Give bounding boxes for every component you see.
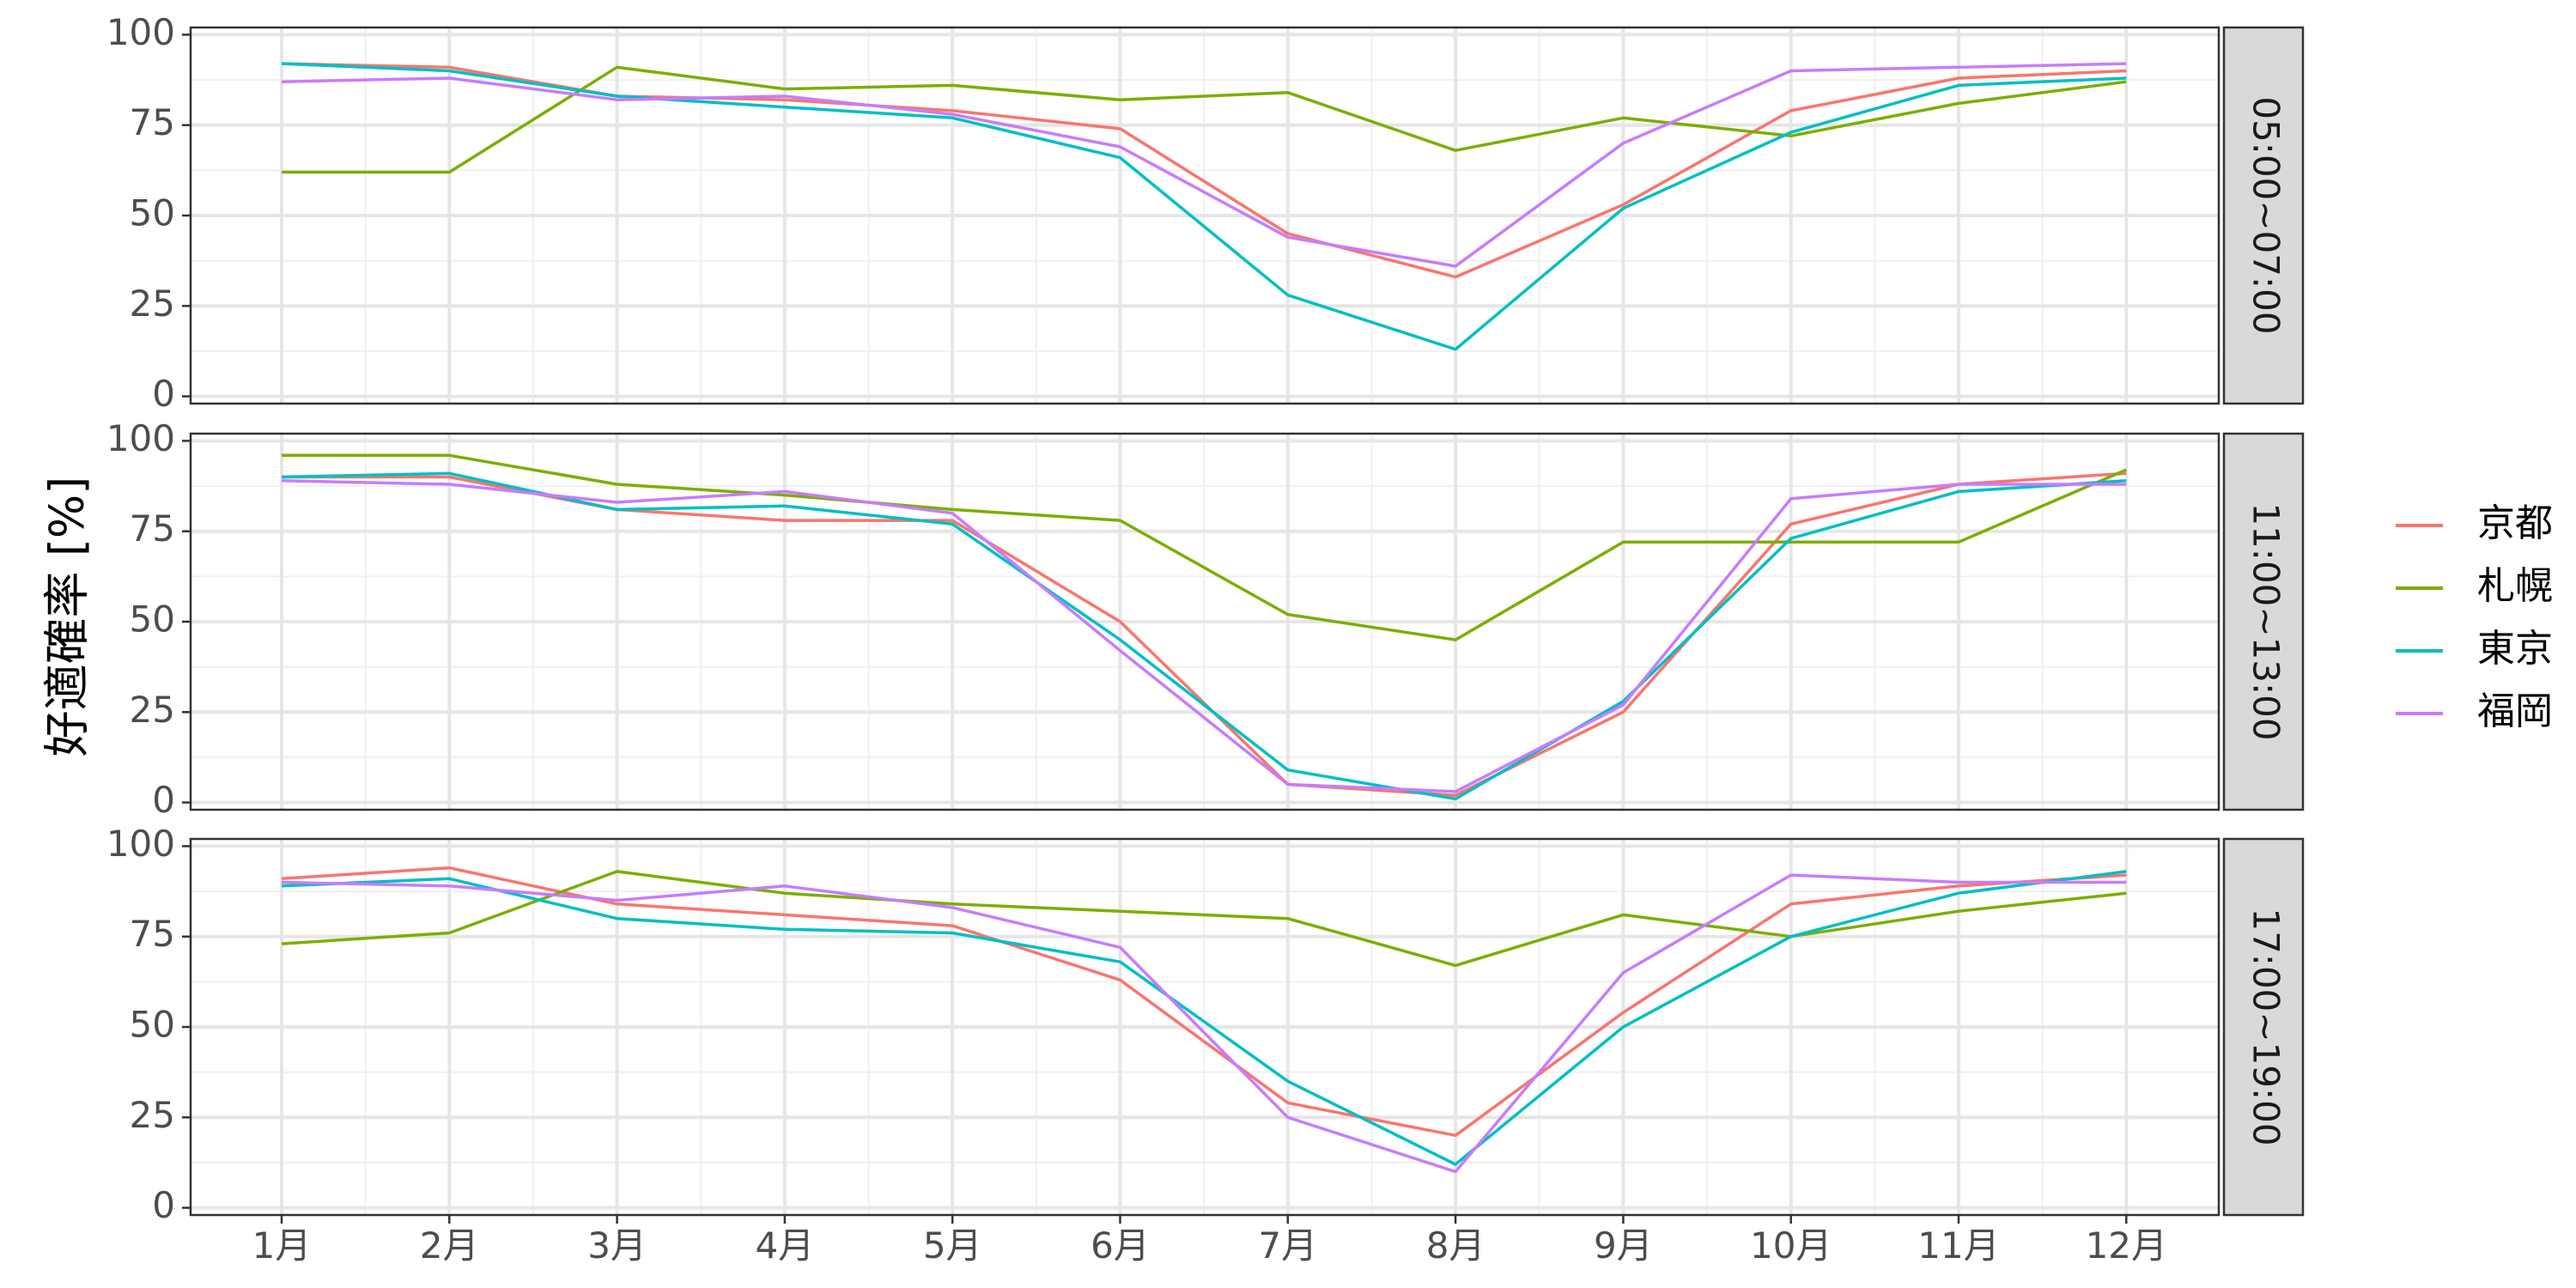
y-tick-label: 25	[130, 283, 175, 325]
series-line-福岡	[281, 62, 2127, 268]
y-tick-label: 0	[152, 1184, 175, 1226]
x-tick-label: 11月	[1917, 1224, 1999, 1267]
x-tick-label: 2月	[420, 1224, 479, 1267]
series-line-東京	[281, 471, 2127, 801]
facet-strip	[2222, 26, 2305, 405]
legend-item-京都: 京都	[2396, 501, 2553, 545]
x-axis: 1月 2月 3月 4月 5月 6月 7月 8月 9月 10月 11月 12月	[252, 1215, 2167, 1267]
series-line-札幌	[281, 870, 2127, 968]
y-tick-label: 50	[130, 598, 175, 641]
legend-label: 京都	[2477, 501, 2553, 545]
legend-label: 福岡	[2477, 690, 2553, 733]
x-tick-label: 8月	[1426, 1224, 1485, 1267]
y-tick-label: 50	[130, 1004, 175, 1046]
x-tick-label: 6月	[1091, 1224, 1150, 1267]
y-tick-label: 0	[152, 779, 175, 821]
facet-strip	[2222, 837, 2305, 1217]
legend-label: 札幌	[2477, 564, 2553, 608]
x-tick-label: 7月	[1258, 1224, 1317, 1267]
legend-item-札幌: 札幌	[2396, 564, 2553, 608]
series-line-札幌	[282, 65, 2127, 174]
legend-label: 東京	[2477, 627, 2553, 671]
facet-strip	[2222, 432, 2305, 811]
y-tick-label: 75	[130, 101, 175, 143]
y-tick-label: 0	[152, 373, 175, 415]
facet-strip-label: 11:00~13:00	[2245, 502, 2287, 740]
y-axis-title: 好適確率 [%]	[40, 477, 94, 757]
y-tick-label: 100	[106, 823, 175, 865]
x-tick-label: 12月	[2086, 1224, 2167, 1267]
y-tick-label: 100	[106, 417, 175, 459]
facet-strip-label: 05:00~07:00	[2245, 96, 2287, 334]
x-tick-label: 9月	[1594, 1224, 1653, 1267]
x-tick-label: 1月	[252, 1224, 312, 1267]
y-tick-label: 25	[130, 1094, 175, 1136]
series-line-札幌	[282, 453, 2127, 641]
panels-layer: 0 25 50 75 100 05:00~07:00 0 25 50 75 100 11:00~13:…	[106, 11, 2305, 1226]
legend-item-福岡: 福岡	[2396, 690, 2553, 733]
panel-1: 0 25 50 75 100 05:00~07:00	[106, 11, 2305, 415]
panel-3: 0 25 50 75 100 17:00~19:00	[106, 823, 2305, 1226]
series-line-福岡	[281, 479, 2127, 793]
x-tick-label: 5月	[923, 1224, 982, 1267]
series-line-東京	[281, 62, 2127, 351]
x-tick-label: 4月	[756, 1224, 815, 1267]
facet-strip-label: 17:00~19:00	[2245, 908, 2287, 1145]
panel-2: 0 25 50 75 100 11:00~13:00	[106, 417, 2305, 821]
y-tick-label: 50	[130, 192, 175, 234]
series-line-東京	[281, 870, 2127, 1166]
y-tick-label: 25	[130, 689, 175, 731]
y-tick-label: 100	[106, 11, 175, 53]
y-tick-label: 75	[130, 507, 175, 550]
y-tick-label: 75	[130, 913, 175, 955]
x-tick-label: 3月	[587, 1224, 647, 1267]
x-tick-label: 10月	[1750, 1224, 1832, 1267]
legend-item-東京: 東京	[2396, 627, 2553, 671]
series-line-福岡	[281, 873, 2127, 1174]
